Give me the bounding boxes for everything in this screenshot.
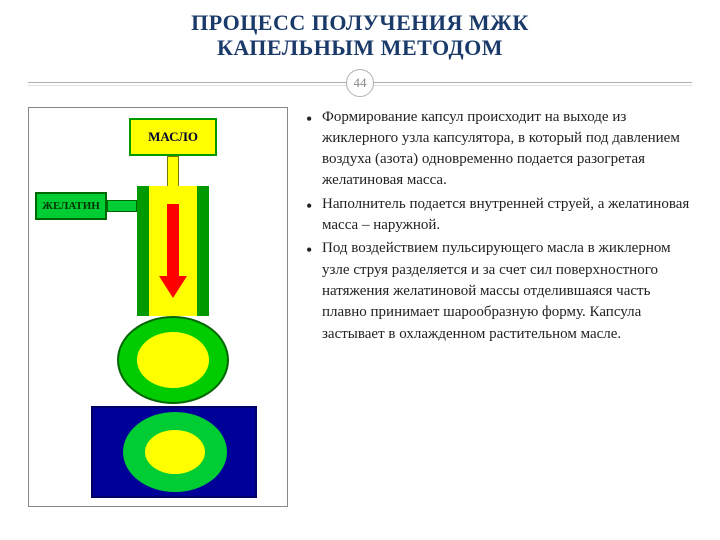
bullet-item: Наполнитель подается внутренней струей, … <box>322 194 692 237</box>
slide: ПРОЦЕСС ПОЛУЧЕНИЯ МЖК КАПЕЛЬНЫМ МЕТОДОМ … <box>0 0 720 540</box>
gelatin-stem <box>107 200 137 212</box>
label-oil-top: МАСЛО <box>129 118 217 156</box>
process-diagram: МАСЛОЖЕЛАТИНМАСЛО+ 4 С <box>28 107 288 507</box>
capsule-bottom-inner <box>145 430 205 474</box>
text-column: Формирование капсул происходит на выходе… <box>306 107 692 507</box>
oil-stem <box>167 156 179 188</box>
bullet-list: Формирование капсул происходит на выходе… <box>306 107 692 345</box>
arrow-shaft <box>167 204 179 276</box>
cylinder-wall-left <box>137 186 149 316</box>
title-rule: 44 <box>28 69 692 97</box>
content-row: МАСЛОЖЕЛАТИНМАСЛО+ 4 С Формирование капс… <box>28 107 692 507</box>
diagram-column: МАСЛОЖЕЛАТИНМАСЛО+ 4 С <box>28 107 288 507</box>
bullet-item: Формирование капсул происходит на выходе… <box>322 107 692 192</box>
capsule-top-inner <box>137 332 209 388</box>
cylinder-wall-right <box>197 186 209 316</box>
title-line-2: КАПЕЛЬНЫМ МЕТОДОМ <box>28 35 692 60</box>
title-line-1: ПРОЦЕСС ПОЛУЧЕНИЯ МЖК <box>28 10 692 35</box>
bullet-item: Под воздействием пульсирующего масла в ж… <box>322 238 692 344</box>
slide-number: 44 <box>354 75 367 91</box>
label-gelatin: ЖЕЛАТИН <box>35 192 107 220</box>
slide-title: ПРОЦЕСС ПОЛУЧЕНИЯ МЖК КАПЕЛЬНЫМ МЕТОДОМ <box>28 10 692 61</box>
slide-number-badge: 44 <box>346 69 374 97</box>
arrow-head <box>159 276 187 298</box>
